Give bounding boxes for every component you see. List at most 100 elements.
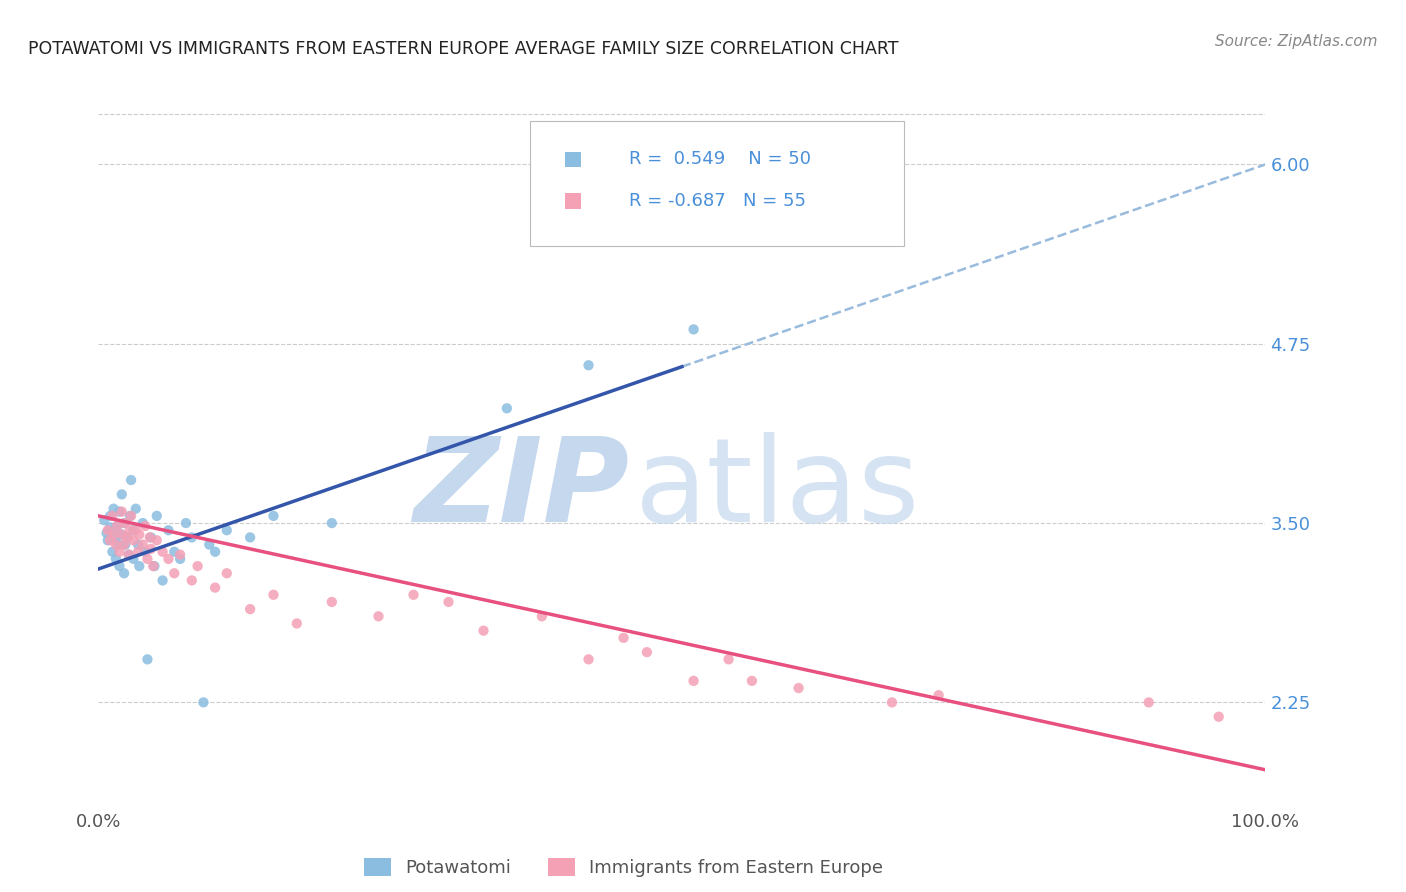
- Point: [103, 527, 125, 541]
- Text: POTAWATOMI VS IMMIGRANTS FROM EASTERN EUROPE AVERAGE FAMILY SIZE CORRELATION CHA: POTAWATOMI VS IMMIGRANTS FROM EASTERN EU…: [28, 40, 898, 58]
- Point: [134, 545, 156, 559]
- Point: [101, 545, 124, 559]
- Point: [193, 695, 215, 709]
- Point: [152, 545, 174, 559]
- Point: [105, 519, 128, 533]
- Point: [717, 652, 740, 666]
- Point: [111, 527, 134, 541]
- Point: [198, 538, 221, 552]
- Point: [122, 533, 145, 548]
- Text: Source: ZipAtlas.com: Source: ZipAtlas.com: [1215, 34, 1378, 49]
- Point: [111, 505, 134, 519]
- Point: [163, 566, 186, 581]
- Point: [136, 652, 159, 666]
- Point: [132, 538, 155, 552]
- Point: [97, 533, 120, 548]
- Point: [169, 548, 191, 562]
- Point: [437, 595, 460, 609]
- Point: [103, 501, 125, 516]
- Point: [104, 523, 127, 537]
- Point: [787, 681, 810, 695]
- Point: [262, 508, 284, 523]
- Point: [125, 523, 148, 537]
- Point: [120, 508, 142, 523]
- Point: [111, 527, 134, 541]
- Point: [112, 566, 135, 581]
- Point: [163, 545, 186, 559]
- Point: [285, 616, 308, 631]
- Point: [114, 538, 136, 552]
- Point: [98, 520, 121, 534]
- Point: [496, 401, 519, 416]
- Point: [122, 552, 145, 566]
- Point: [142, 559, 165, 574]
- Point: [118, 548, 141, 562]
- Point: [118, 508, 141, 523]
- Point: [139, 530, 162, 544]
- Point: [112, 516, 135, 530]
- Point: [139, 530, 162, 544]
- Point: [174, 516, 197, 530]
- Point: [215, 523, 238, 537]
- Point: [104, 538, 127, 552]
- Point: [128, 559, 150, 574]
- Point: [108, 505, 131, 519]
- Point: [262, 588, 284, 602]
- Point: [143, 559, 166, 574]
- Point: [152, 574, 174, 588]
- Point: [613, 631, 636, 645]
- Point: [578, 652, 600, 666]
- Point: [215, 566, 238, 581]
- Point: [321, 516, 343, 530]
- Point: [108, 545, 131, 559]
- Bar: [565, 152, 581, 167]
- Point: [122, 523, 145, 537]
- Point: [682, 322, 704, 336]
- Point: [125, 501, 148, 516]
- Point: [636, 645, 658, 659]
- Point: [880, 695, 903, 709]
- Point: [530, 609, 553, 624]
- Point: [107, 538, 129, 552]
- Point: [321, 595, 343, 609]
- Point: [93, 513, 115, 527]
- Point: [117, 530, 139, 544]
- Point: [1137, 695, 1160, 709]
- Point: [98, 533, 121, 548]
- Point: [157, 523, 180, 537]
- Point: [367, 609, 389, 624]
- Point: [128, 527, 150, 541]
- Point: [112, 538, 135, 552]
- Point: [180, 574, 202, 588]
- Point: [101, 508, 124, 523]
- Point: [96, 526, 118, 541]
- Point: [741, 673, 763, 688]
- Text: R =  0.549    N = 50: R = 0.549 N = 50: [630, 150, 811, 169]
- Point: [928, 688, 950, 702]
- Point: [472, 624, 495, 638]
- Point: [239, 530, 262, 544]
- Point: [578, 358, 600, 372]
- Point: [682, 673, 704, 688]
- Point: [111, 487, 134, 501]
- Point: [127, 538, 149, 552]
- Point: [169, 552, 191, 566]
- Point: [180, 530, 202, 544]
- Point: [117, 530, 139, 544]
- Text: atlas: atlas: [636, 433, 921, 547]
- Point: [402, 588, 425, 602]
- Point: [132, 516, 155, 530]
- Text: ZIP: ZIP: [413, 433, 630, 547]
- Point: [127, 545, 149, 559]
- Legend: Potawatomi, Immigrants from Eastern Europe: Potawatomi, Immigrants from Eastern Euro…: [357, 850, 890, 884]
- Point: [104, 530, 127, 544]
- Point: [204, 545, 226, 559]
- Point: [136, 552, 159, 566]
- Point: [114, 516, 136, 530]
- Point: [118, 523, 141, 537]
- Point: [146, 508, 169, 523]
- Text: R = -0.687   N = 55: R = -0.687 N = 55: [630, 192, 807, 210]
- Point: [157, 552, 180, 566]
- Bar: [565, 194, 581, 209]
- Point: [104, 552, 127, 566]
